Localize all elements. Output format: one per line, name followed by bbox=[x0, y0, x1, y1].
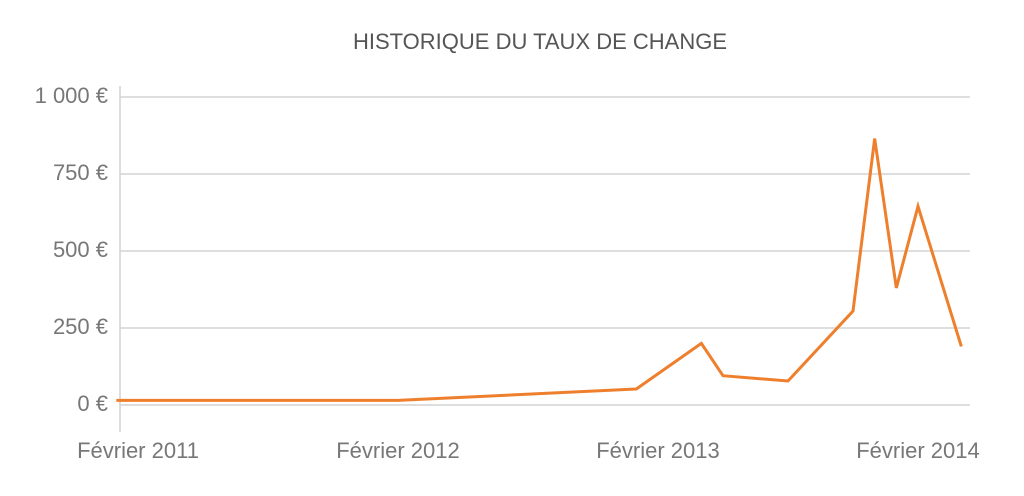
x-tick-label: Février 2011 bbox=[77, 438, 199, 463]
y-tick-label: 1 000 € bbox=[35, 83, 108, 108]
y-tick-label: 500 € bbox=[53, 237, 108, 262]
x-tick-label: Février 2014 bbox=[856, 438, 980, 463]
x-tick-label: Février 2012 bbox=[336, 438, 460, 463]
y-tick-label: 250 € bbox=[53, 314, 108, 339]
x-tick-label: Février 2013 bbox=[596, 438, 720, 463]
chart-title: HISTORIQUE DU TAUX DE CHANGE bbox=[353, 29, 727, 54]
y-tick-label: 0 € bbox=[77, 391, 108, 416]
data-line bbox=[116, 138, 963, 402]
y-tick-label: 750 € bbox=[53, 160, 108, 185]
